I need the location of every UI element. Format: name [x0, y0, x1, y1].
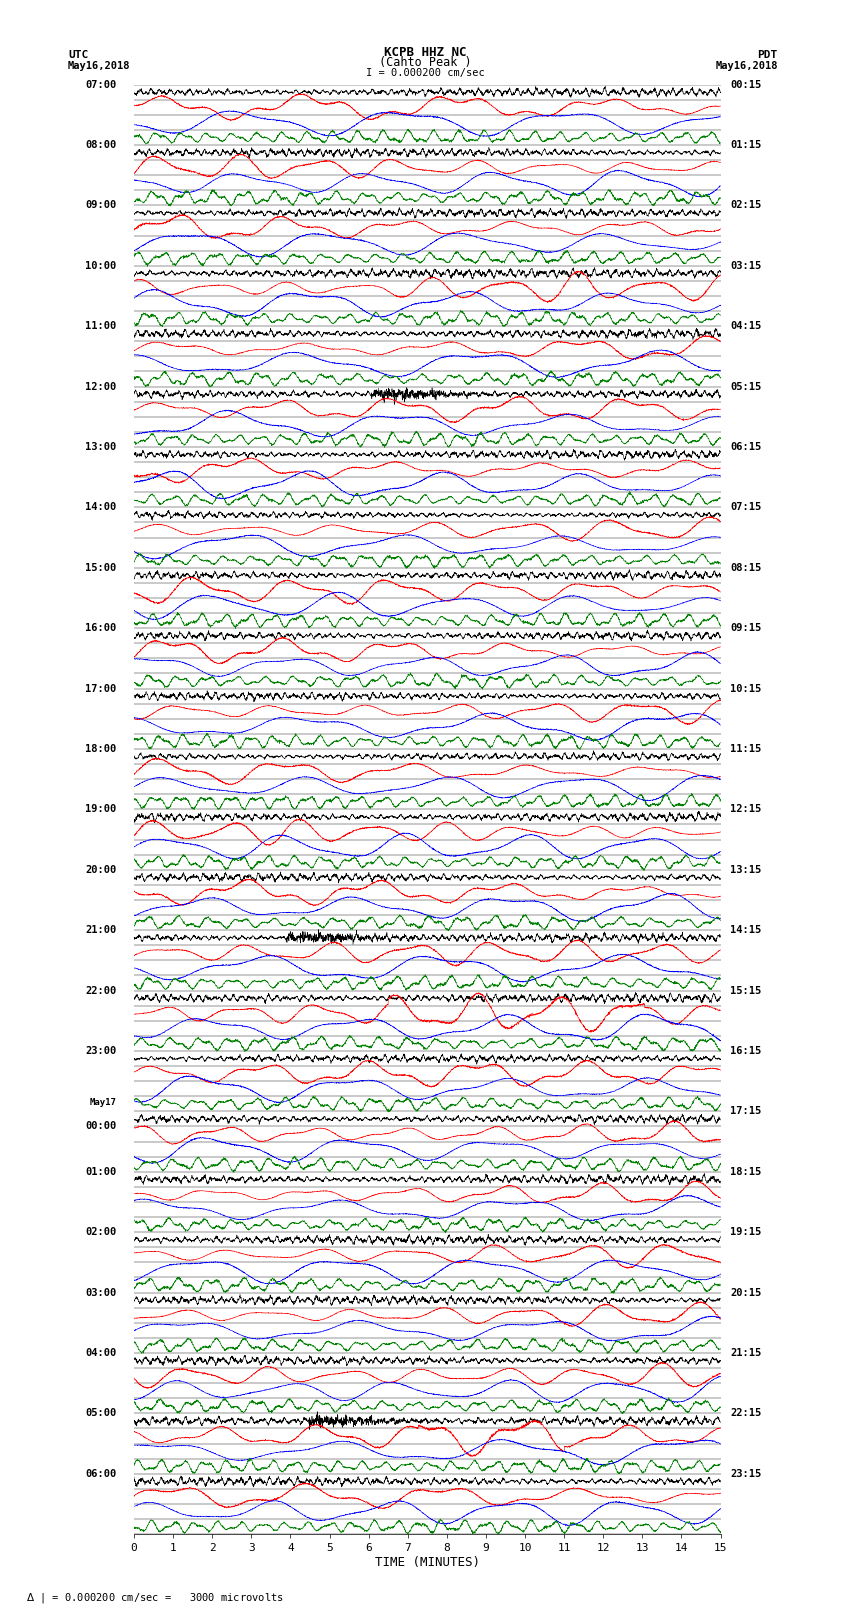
- Text: 16:15: 16:15: [730, 1045, 762, 1057]
- Text: 01:15: 01:15: [730, 140, 762, 150]
- Text: 00:00: 00:00: [85, 1121, 116, 1131]
- X-axis label: TIME (MINUTES): TIME (MINUTES): [375, 1557, 479, 1569]
- Text: 03:00: 03:00: [85, 1287, 116, 1297]
- Text: 06:00: 06:00: [85, 1469, 116, 1479]
- Text: 02:00: 02:00: [85, 1227, 116, 1237]
- Text: 14:00: 14:00: [85, 502, 116, 513]
- Text: 07:15: 07:15: [730, 502, 762, 513]
- Text: 18:15: 18:15: [730, 1166, 762, 1177]
- Text: 23:00: 23:00: [85, 1045, 116, 1057]
- Text: 18:00: 18:00: [85, 744, 116, 753]
- Text: 14:15: 14:15: [730, 926, 762, 936]
- Text: 21:00: 21:00: [85, 926, 116, 936]
- Text: 09:00: 09:00: [85, 200, 116, 210]
- Text: 12:15: 12:15: [730, 805, 762, 815]
- Text: 13:00: 13:00: [85, 442, 116, 452]
- Text: 17:15: 17:15: [730, 1107, 762, 1116]
- Text: PDT: PDT: [757, 50, 778, 60]
- Text: 15:15: 15:15: [730, 986, 762, 995]
- Text: 21:15: 21:15: [730, 1348, 762, 1358]
- Text: UTC: UTC: [68, 50, 88, 60]
- Text: 09:15: 09:15: [730, 623, 762, 634]
- Text: 08:15: 08:15: [730, 563, 762, 573]
- Text: 22:00: 22:00: [85, 986, 116, 995]
- Text: 02:15: 02:15: [730, 200, 762, 210]
- Text: 04:00: 04:00: [85, 1348, 116, 1358]
- Text: 15:00: 15:00: [85, 563, 116, 573]
- Text: 00:15: 00:15: [730, 79, 762, 89]
- Text: 22:15: 22:15: [730, 1408, 762, 1418]
- Text: 10:00: 10:00: [85, 261, 116, 271]
- Text: 20:00: 20:00: [85, 865, 116, 874]
- Text: May16,2018: May16,2018: [68, 61, 131, 71]
- Text: 23:15: 23:15: [730, 1469, 762, 1479]
- Text: May17: May17: [89, 1098, 116, 1107]
- Text: 06:15: 06:15: [730, 442, 762, 452]
- Text: 01:00: 01:00: [85, 1166, 116, 1177]
- Text: 13:15: 13:15: [730, 865, 762, 874]
- Text: 05:00: 05:00: [85, 1408, 116, 1418]
- Text: 03:15: 03:15: [730, 261, 762, 271]
- Text: 20:15: 20:15: [730, 1287, 762, 1297]
- Text: 17:00: 17:00: [85, 684, 116, 694]
- Text: 19:15: 19:15: [730, 1227, 762, 1237]
- Text: May16,2018: May16,2018: [715, 61, 778, 71]
- Text: KCPB HHZ NC: KCPB HHZ NC: [383, 45, 467, 58]
- Text: 11:15: 11:15: [730, 744, 762, 753]
- Text: 19:00: 19:00: [85, 805, 116, 815]
- Text: 04:15: 04:15: [730, 321, 762, 331]
- Text: 08:00: 08:00: [85, 140, 116, 150]
- Text: $\Delta$ | = 0.000200 cm/sec =   3000 microvolts: $\Delta$ | = 0.000200 cm/sec = 3000 micr…: [26, 1590, 283, 1605]
- Text: I = 0.000200 cm/sec: I = 0.000200 cm/sec: [366, 68, 484, 77]
- Text: 11:00: 11:00: [85, 321, 116, 331]
- Text: 07:00: 07:00: [85, 79, 116, 89]
- Text: 16:00: 16:00: [85, 623, 116, 634]
- Text: 12:00: 12:00: [85, 382, 116, 392]
- Text: (Cahto Peak ): (Cahto Peak ): [379, 55, 471, 69]
- Text: 05:15: 05:15: [730, 382, 762, 392]
- Text: 10:15: 10:15: [730, 684, 762, 694]
